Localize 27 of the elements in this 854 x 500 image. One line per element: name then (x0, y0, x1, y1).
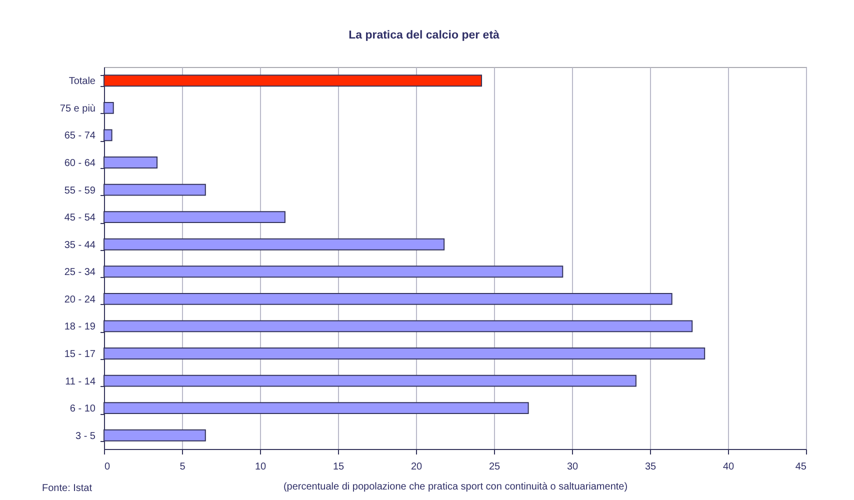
y-tick-label: 25 - 34 (64, 267, 96, 278)
y-tick-label: 6 - 10 (70, 404, 96, 415)
y-tick-label: 15 - 17 (64, 349, 96, 360)
y-tick-label: 3 - 5 (75, 430, 96, 442)
y-tick-label: 20 - 24 (64, 294, 96, 306)
chart-title: La pratica del calcio per età (348, 30, 500, 42)
y-tick-label: 18 - 19 (64, 322, 96, 333)
x-tick-label: 20 (410, 462, 422, 472)
y-tick-label: 11 - 14 (65, 376, 96, 388)
y-tick-label: 35 - 44 (64, 240, 96, 251)
x-tick-label: 45 (795, 462, 807, 472)
y-tick-label: 60 - 64 (64, 158, 96, 169)
y-tick-label: 75 e più (60, 103, 96, 114)
x-tick-label: 0 (104, 462, 110, 472)
x-tick-label: 10 (254, 462, 266, 472)
y-tick-label: 55 - 59 (64, 185, 96, 196)
x-tick-label: 35 (644, 462, 656, 472)
x-axis-title: (percentuale di popolazione che pratica sport con continuità o saltuariamente) (283, 482, 628, 492)
y-tick-label: 45 - 54 (64, 212, 96, 224)
y-tick-label: Totale (68, 76, 96, 88)
y-tick-label: 65 - 74 (64, 130, 96, 142)
x-tick-label: 15 (332, 462, 344, 472)
x-tick-label: 25 (488, 462, 500, 472)
x-tick-label: 5 (180, 462, 186, 472)
source-note: Fonte: Istat (42, 483, 92, 494)
x-tick-label: 30 (566, 462, 578, 472)
x-tick-label: 40 (722, 462, 734, 472)
